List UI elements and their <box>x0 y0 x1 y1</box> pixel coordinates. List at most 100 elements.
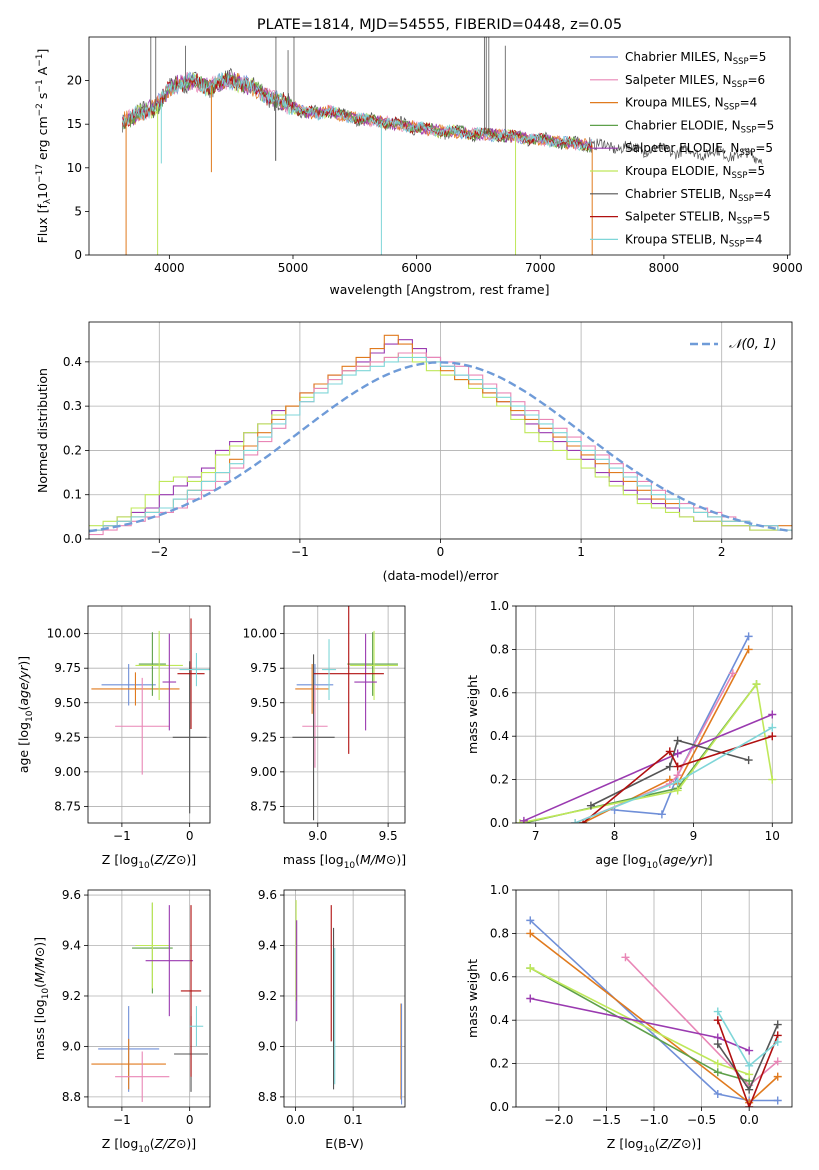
label-part: age [log <box>16 722 31 773</box>
y-tick-label: 9.75 <box>250 661 277 675</box>
legend-part: Salpeter ELODIE, N <box>625 141 739 155</box>
legend-part: Chabrier STELIB, N <box>625 187 738 201</box>
label-part: erg cm <box>35 116 50 164</box>
plus-marker <box>713 1068 722 1077</box>
x-tick-label: 0.0 <box>286 1113 305 1127</box>
label-sub: 10 <box>41 988 51 1000</box>
plot-area <box>88 890 210 1107</box>
plus-marker <box>713 1040 722 1049</box>
x-tick-label: −1.5 <box>592 1113 621 1127</box>
metallicity-massweight-panel: −2.0 −1.5 −1.0 −0.5 0.0 0.0 0.2 0.4 0.6 0.8 1.0 Z [… <box>465 883 793 1155</box>
spectrum-line-kroupa-stelib <box>122 72 593 152</box>
label-part: mass [log <box>32 999 47 1060</box>
legend-part: Kroupa MILES, N <box>625 96 724 110</box>
x-tick-label: 7 <box>532 829 540 843</box>
label-part: mass [log <box>283 852 344 867</box>
label-part: Z [log <box>102 1136 138 1151</box>
label-part: ( <box>150 852 155 867</box>
plot-area <box>284 606 405 823</box>
legend-label: Salpeter MILES, NSSP=6 <box>625 73 765 90</box>
residual-histogram-panel: −2 −1 0 1 2 0.0 0.1 0.2 0.3 0.4 (data-model)/error… <box>35 321 793 583</box>
weight-line-salpeter-stelib <box>582 735 773 823</box>
x-tick-label: 4000 <box>154 261 185 275</box>
histogram-kroupa-elodie <box>89 352 792 531</box>
plus-marker <box>773 1037 782 1046</box>
plus-marker <box>752 680 761 689</box>
label-part: M/M⊙ <box>32 947 47 983</box>
label-sub: 10 <box>138 861 150 871</box>
y-tick-label: 9.25 <box>54 730 81 744</box>
legend-part: =4 <box>740 96 758 110</box>
plus-marker <box>773 1020 782 1029</box>
weight-line-salpeter-stelib <box>717 1019 779 1107</box>
label-part: −1 <box>35 79 45 92</box>
legend-part: Chabrier ELODIE, N <box>625 118 741 132</box>
y-tick-label: 8.75 <box>250 799 277 813</box>
y-tick-label: 9.00 <box>54 765 81 779</box>
gaussian-curve <box>89 361 792 533</box>
label-part: λ <box>43 198 53 204</box>
label-part: age/yr <box>16 665 31 706</box>
legend-part: Kroupa STELIB, N <box>625 232 729 246</box>
x-tick-label: 10 <box>765 829 780 843</box>
plus-marker <box>713 1007 722 1016</box>
plus-marker <box>673 762 682 771</box>
y-axis-label: Normed distribution <box>35 368 50 493</box>
axes-frame <box>88 321 793 540</box>
y-tick-label: 9.6 <box>62 888 81 902</box>
x-axis-label: Z [log10(Z/Z⊙)] <box>607 1136 701 1155</box>
legend-label: Chabrier STELIB, NSSP=4 <box>625 187 772 204</box>
y-tick-label: 1.0 <box>490 883 509 897</box>
y-tick-label: 0.4 <box>490 1013 509 1027</box>
label-sub: 10 <box>344 861 356 871</box>
label-part: )] <box>32 937 47 947</box>
y-tick-label: 0.2 <box>63 443 82 457</box>
y-tick-label: 0.8 <box>490 642 509 656</box>
x-tick-label: 9 <box>690 829 698 843</box>
label-part: )] <box>703 852 713 867</box>
y-axis-label: age [log10(age/yr)] <box>16 656 35 773</box>
legend-sub: SSP <box>733 57 749 67</box>
y-tick-label: 9.4 <box>62 939 81 953</box>
plus-marker <box>745 1061 754 1070</box>
label-part: ( <box>658 852 663 867</box>
legend-label: 𝒩(0, 1) <box>729 337 776 352</box>
label-part: Flux [f <box>35 204 50 244</box>
label-part: s <box>35 93 50 104</box>
y-tick-label: 0.0 <box>490 1100 509 1114</box>
x-axis-label: E(B-V) <box>325 1136 364 1151</box>
y-tick-label: 10.00 <box>47 627 81 641</box>
label-part: )] <box>396 852 406 867</box>
legend-sub: SSP <box>741 125 757 135</box>
y-axis-label: Flux [fλ10−17 erg cm−2 s−1 A−1] <box>35 49 53 244</box>
label-part: −1 <box>35 54 45 67</box>
x-tick-label: −1 <box>113 1113 131 1127</box>
plus-marker <box>673 736 682 745</box>
axes-frame <box>88 36 791 256</box>
axes-frame <box>87 605 211 824</box>
x-tick-label: −2 <box>150 545 168 559</box>
plus-marker <box>665 747 674 756</box>
legend-part: =5 <box>757 118 775 132</box>
y-tick-label: 0.2 <box>490 773 509 787</box>
legend-sub: SSP <box>737 217 753 227</box>
y-tick-label: 0.3 <box>63 399 82 413</box>
label-part: Z/Z⊙ <box>659 1136 692 1151</box>
spectrum-line-chabrier-stelib <box>122 67 763 165</box>
mass-age-panel: 9.0 9.5 8.75 9.00 9.25 9.50 9.75 10.00 mass [log… <box>243 605 406 871</box>
x-tick-label: 1 <box>577 545 585 559</box>
label-part: −2 <box>35 103 45 116</box>
plus-marker <box>745 1046 754 1055</box>
legend-part: =6 <box>747 73 765 87</box>
plus-marker <box>621 953 630 962</box>
plus-marker <box>586 801 595 810</box>
axes-frame <box>283 605 406 824</box>
x-tick-label: 8 <box>611 829 619 843</box>
plus-marker <box>526 929 535 938</box>
x-tick-label: 9.5 <box>379 829 398 843</box>
x-tick-label: 8000 <box>649 261 680 275</box>
plus-marker <box>713 1016 722 1025</box>
label-part: ( <box>355 852 360 867</box>
label-part: A <box>35 66 50 79</box>
legend-label: Kroupa MILES, NSSP=4 <box>625 96 757 113</box>
